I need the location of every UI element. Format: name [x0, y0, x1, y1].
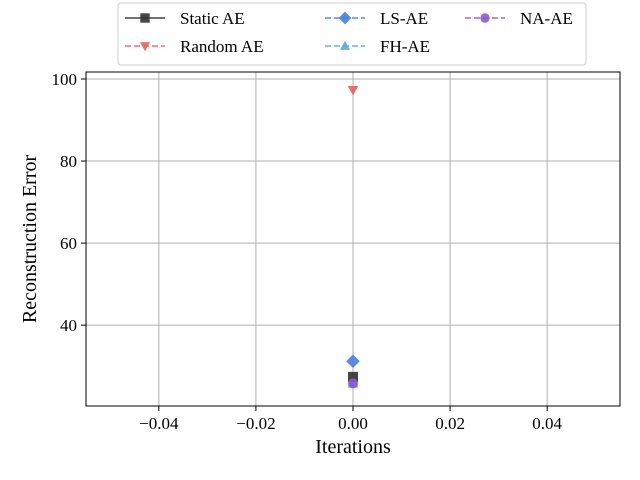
legend-label-na-ae: NA-AE [520, 9, 573, 28]
legend-marker-na-ae [480, 13, 490, 23]
data-points [346, 85, 360, 389]
legend-marker-random-ae [139, 42, 151, 52]
x-axis-label: Iterations [315, 436, 391, 458]
legend-label-fh-ae: FH-AE [380, 37, 430, 56]
legend-label-random-ae: Random AE [180, 37, 264, 56]
legend-label-static-ae: Static AE [180, 9, 245, 28]
x-tick-label: 0.00 [338, 414, 368, 433]
legend-label-ls-ae: LS-AE [380, 9, 428, 28]
legend-marker-ls-ae [338, 11, 352, 25]
x-tick-label: 0.04 [532, 414, 562, 433]
y-tick-label: 80 [60, 152, 77, 171]
y-tick-label: 100 [52, 70, 78, 89]
data-point-random-ae [347, 85, 359, 96]
x-tick-label: −0.02 [236, 414, 275, 433]
x-tick-label: −0.04 [139, 414, 179, 433]
grid [86, 72, 620, 406]
ticks: −0.04 −0.02 0.00 0.02 0.04 40 60 80 100 [52, 70, 563, 433]
legend: Static AE Random AE LS-AE FH-AE NA-AE [117, 2, 587, 66]
legend-marker-fh-ae [339, 40, 351, 50]
data-point-na-ae [348, 378, 358, 389]
x-tick-label: 0.02 [435, 414, 465, 433]
y-axis-label: Reconstruction Error [19, 155, 41, 324]
y-tick-label: 60 [60, 234, 77, 253]
data-point-ls-ae [346, 354, 360, 369]
y-tick-label: 40 [60, 316, 77, 335]
legend-marker-static-ae [140, 13, 150, 23]
